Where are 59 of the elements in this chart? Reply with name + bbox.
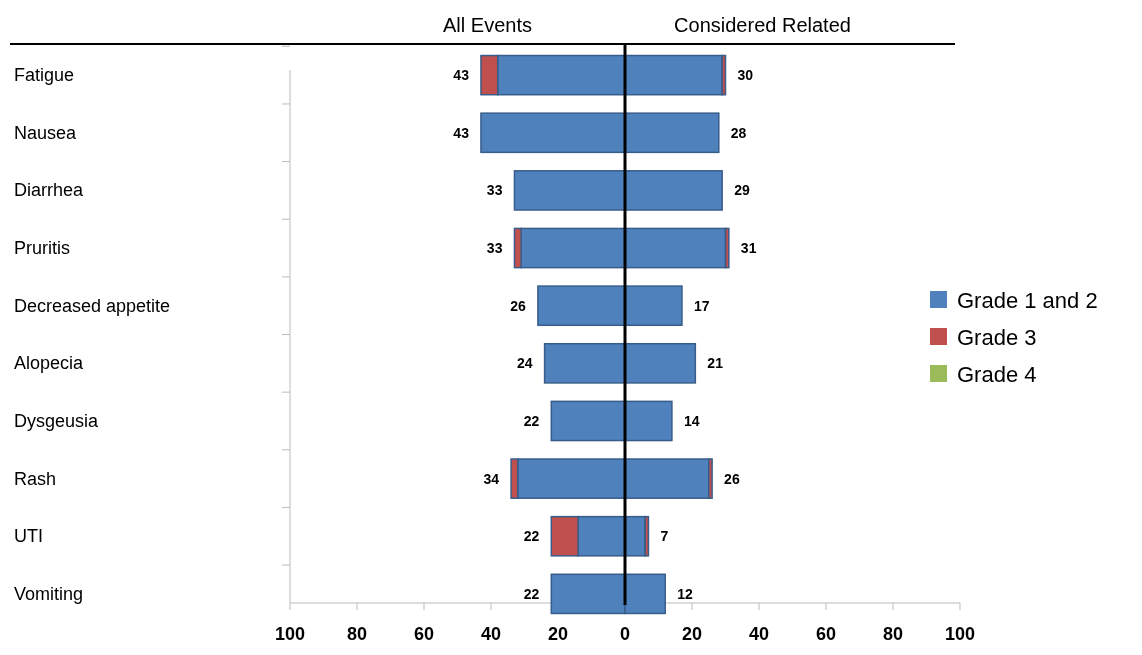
bar — [624, 285, 683, 327]
x-tick-label: 60 — [815, 624, 837, 644]
y-tick-label: Decreased appetite — [14, 295, 171, 316]
y-tick-label: Rash — [14, 468, 57, 489]
annotation: 43 — [453, 67, 470, 84]
x-tick-label: 40 — [748, 624, 770, 644]
x-tick-label: 80 — [882, 624, 904, 644]
annotation: 26 — [510, 297, 527, 314]
annotation: 22 — [523, 528, 540, 545]
x-tick-label: 40 — [480, 624, 502, 644]
annotation: 30 — [737, 67, 754, 84]
annotation: 26 — [724, 470, 740, 487]
y-tick-label: Dysgeusia — [14, 410, 100, 431]
annotation: 33 — [486, 240, 503, 257]
bar — [543, 342, 626, 384]
x-tick-label: 100 — [944, 624, 976, 644]
y-tick-label: Vomiting — [14, 583, 84, 604]
annotation: 14 — [683, 412, 700, 429]
y-tick-label: Alopecia — [14, 353, 85, 374]
annotation: 22 — [523, 412, 540, 429]
annotation: 31 — [740, 240, 757, 257]
annotation: 12 — [677, 585, 693, 602]
bar — [513, 170, 626, 211]
annotation: 29 — [734, 182, 750, 199]
annotation: 33 — [486, 182, 503, 199]
annotation: 28 — [730, 124, 747, 141]
bar — [624, 112, 720, 154]
x-tick-label: 80 — [346, 624, 368, 644]
x-tick-label: 100 — [274, 624, 306, 644]
bar — [624, 458, 710, 499]
annotation: 24 — [517, 355, 533, 372]
y-tick-label: Diarrhea — [14, 180, 85, 201]
annotation: 17 — [693, 297, 710, 314]
legend-label: Grade 3 — [957, 325, 1037, 350]
annotation: 7 — [660, 528, 669, 545]
annotation: 34 — [483, 470, 500, 487]
legend-label: Grade 1 and 2 — [957, 288, 1098, 313]
y-tick-label: Fatigue — [14, 65, 75, 86]
text: All Events — [443, 14, 532, 36]
bar — [624, 170, 723, 211]
bar — [480, 112, 626, 154]
y-tick-label: UTI — [14, 526, 43, 547]
bar — [550, 400, 626, 442]
y-tick-label: Pruritis — [14, 238, 71, 259]
annotation: 21 — [707, 355, 724, 372]
bar — [537, 285, 626, 327]
x-tick-label: 0 — [619, 624, 631, 644]
bar — [624, 54, 723, 96]
y-tick-label: Nausea — [14, 122, 78, 143]
bar — [624, 342, 697, 384]
annotation: 22 — [523, 585, 540, 602]
legend-label: Grade 4 — [957, 362, 1037, 387]
x-tick-label: 60 — [413, 624, 435, 644]
text: Considered Related — [674, 14, 851, 36]
bar — [624, 400, 673, 442]
x-tick-label: 20 — [681, 624, 703, 644]
annotation: 43 — [453, 124, 470, 141]
bar — [624, 227, 727, 269]
x-tick-label: 20 — [547, 624, 569, 644]
